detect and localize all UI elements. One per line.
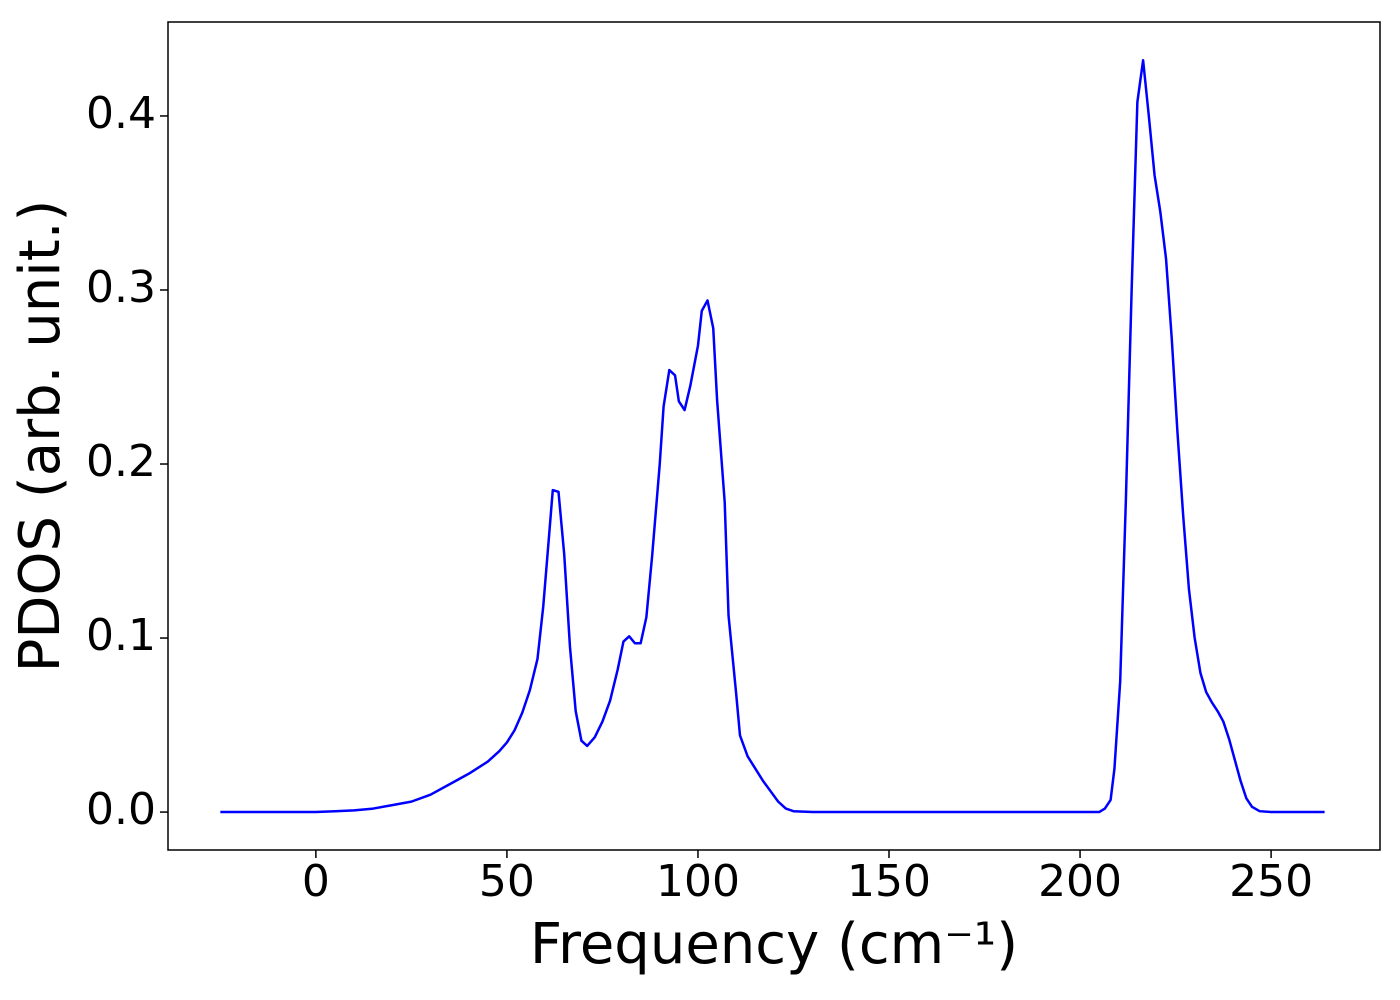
x-tick-label: 0 xyxy=(302,856,330,907)
x-tick-label: 200 xyxy=(1038,856,1122,907)
y-tick-label: 0.0 xyxy=(86,784,156,835)
x-tick-label: 50 xyxy=(479,856,535,907)
y-tick-label: 0.1 xyxy=(86,610,156,661)
y-axis-label: PDOS (arb. unit.) xyxy=(8,200,73,673)
x-tick-label: 150 xyxy=(847,856,931,907)
y-tick-label: 0.4 xyxy=(86,88,156,139)
x-tick-label: 100 xyxy=(656,856,740,907)
plot-frame xyxy=(167,21,1381,851)
data-line xyxy=(220,59,1325,814)
x-axis-label: Frequency (cm⁻¹) xyxy=(530,912,1018,977)
y-tick-label: 0.2 xyxy=(86,436,156,487)
x-tick-label: 250 xyxy=(1229,856,1313,907)
y-tick-label: 0.3 xyxy=(86,262,156,313)
